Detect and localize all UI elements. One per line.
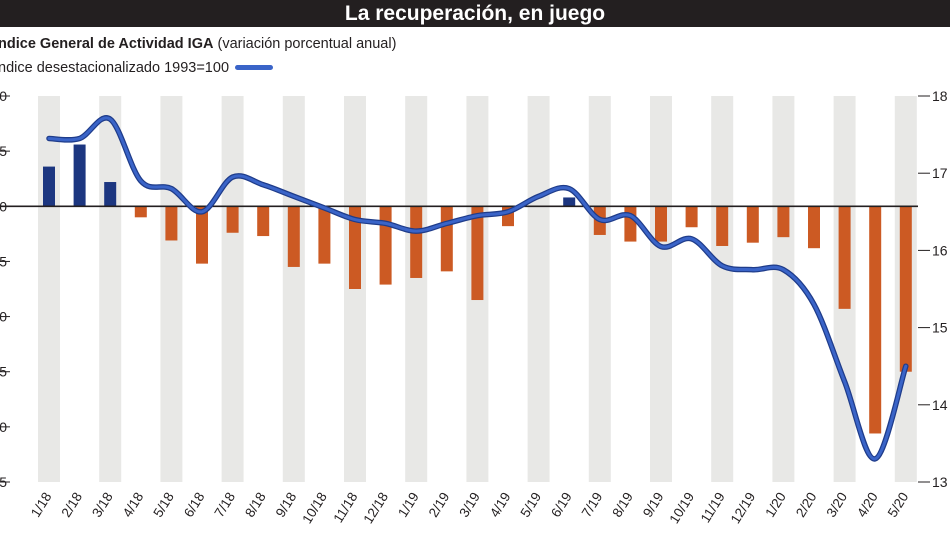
bar-3/19	[471, 206, 484, 301]
background-band	[99, 96, 122, 482]
x-tick-label: 1/20	[762, 490, 789, 520]
bar-11/19	[716, 206, 729, 246]
bar-6/18	[196, 206, 208, 264]
x-tick-label: 2/19	[426, 490, 453, 520]
bar-4/18	[134, 206, 147, 218]
chart-subtitle-note: (variación porcentual anual)	[217, 36, 397, 52]
bar-8/18	[257, 206, 270, 237]
x-tick-label: 12/19	[728, 490, 759, 527]
x-tick-label: 6/18	[181, 490, 208, 520]
x-tick-label: 10/19	[667, 490, 698, 527]
legend: Índice desestacionalizado 1993=100	[0, 60, 274, 76]
bar-9/19	[655, 206, 667, 242]
bar-1/20	[777, 206, 790, 238]
bar-10/18	[318, 206, 331, 264]
bar-8/19	[624, 206, 637, 242]
right-tick-label: 13	[932, 474, 948, 490]
x-tick-label: 2/20	[793, 490, 820, 520]
left-tick-label: -25	[0, 474, 7, 490]
bar-2/18	[73, 144, 86, 207]
bar-12/18	[379, 206, 392, 285]
background-band	[527, 96, 550, 482]
bar-9/18	[287, 206, 300, 267]
background-band	[221, 96, 244, 482]
chart-title: La recuperación, en juego	[344, 2, 606, 25]
x-tick-label: 6/19	[548, 490, 575, 520]
background-band	[650, 96, 672, 482]
legend-line-swatch	[235, 64, 274, 70]
x-tick-label: 11/18	[330, 490, 360, 526]
bar-10/19	[685, 206, 698, 228]
left-tick-label: 5	[0, 143, 7, 159]
line-series	[46, 115, 909, 462]
x-tick-label: 4/19	[487, 490, 514, 520]
x-tick-label: 2/18	[58, 490, 85, 520]
x-tick-label: 12/18	[361, 490, 392, 527]
right-tick-label: 16	[932, 242, 948, 258]
left-tick-label: -20	[0, 419, 7, 435]
background-band	[282, 96, 305, 482]
bar-2/20	[808, 206, 820, 249]
x-tick-label: 4/18	[120, 490, 147, 520]
background-band	[711, 96, 734, 482]
bar-5/20	[899, 206, 912, 372]
x-tick-label: 4/20	[854, 490, 881, 520]
x-tick-label: 3/18	[89, 490, 116, 520]
x-tick-label: 1/19	[395, 490, 422, 520]
right-tick-label: 15	[932, 320, 948, 336]
bar-2/19	[440, 206, 453, 272]
chart-subtitle: Índice General de Actividad IGA (variaci…	[0, 36, 396, 52]
x-tick-label: 3/19	[456, 490, 483, 520]
x-tick-label: 1/18	[28, 490, 55, 520]
x-tick-label: 9/19	[640, 490, 667, 520]
legend-label: Índice desestacionalizado 1993=100	[0, 60, 230, 76]
bar-6/19	[563, 197, 576, 207]
x-tick-label: 5/18	[150, 490, 177, 520]
left-tick-label: -5	[0, 253, 7, 269]
x-tick-label: 9/18	[273, 490, 300, 520]
bar-3/18	[104, 182, 117, 207]
background-band	[38, 96, 60, 482]
background-band	[772, 96, 795, 482]
x-axis: 1/18 2/18 3/18 4/18 5/18 6/18 7/18 8/18 9/18 10/1…	[28, 490, 911, 527]
x-tick-label: 7/19	[579, 490, 606, 520]
chart-subtitle-main: Índice General de Actividad IGA	[0, 36, 214, 52]
x-tick-label: 10/18	[299, 490, 330, 527]
bar-7/18	[226, 206, 239, 233]
right-tick-label: 14	[932, 397, 948, 413]
background-band	[588, 96, 611, 482]
bar-11/18	[349, 206, 361, 289]
x-tick-label: 5/20	[885, 490, 912, 520]
background-band	[160, 96, 183, 482]
line-series-path	[47, 116, 908, 461]
bar-series	[43, 144, 912, 434]
bar-5/18	[165, 206, 178, 241]
right-tick-label: 17	[932, 165, 948, 181]
background-band	[405, 96, 428, 482]
bar-12/19	[746, 206, 759, 243]
x-tick-label: 5/19	[517, 490, 544, 520]
bar-1/19	[410, 206, 423, 278]
left-tick-label: -15	[0, 364, 7, 380]
right-axis: 18 17 16 15 14 13	[918, 88, 948, 490]
right-tick-label: 18	[932, 88, 948, 104]
x-tick-label: 3/20	[823, 490, 850, 520]
bar-3/20	[838, 206, 851, 309]
chart-title-bar: La recuperación, en juego	[0, 0, 950, 27]
x-tick-label: 8/19	[609, 490, 636, 520]
left-axis: 10 5 0 -5 -10 -15 -20 -25	[0, 88, 10, 490]
x-tick-label: 7/18	[211, 490, 238, 520]
left-tick-label: 10	[0, 88, 7, 104]
x-tick-label: 8/18	[242, 490, 269, 520]
left-tick-label: 0	[0, 198, 7, 214]
bar-1/18	[43, 166, 55, 207]
bar-4/20	[869, 206, 882, 434]
left-tick-label: -10	[0, 309, 7, 325]
x-tick-label: 11/19	[698, 490, 728, 526]
